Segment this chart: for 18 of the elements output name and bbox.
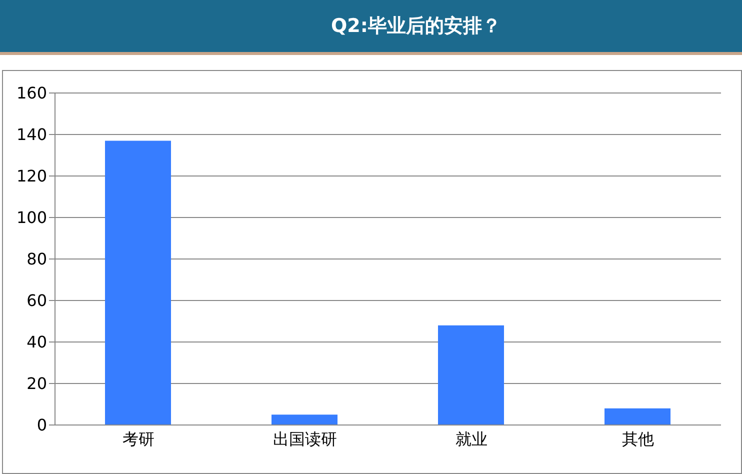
bar <box>272 414 338 425</box>
y-tick-label: 0 <box>36 416 47 435</box>
y-tick-label: 60 <box>26 291 47 310</box>
x-tick-label: 其他 <box>622 429 654 448</box>
y-tick-label: 140 <box>16 125 47 144</box>
y-tick-label: 160 <box>16 84 47 103</box>
y-tick-label: 80 <box>26 250 47 269</box>
x-tick-label: 出国读研 <box>272 429 337 448</box>
y-tick-label: 40 <box>26 332 47 352</box>
x-tick-label: 就业 <box>455 429 488 448</box>
x-tick-label: 考研 <box>122 429 154 448</box>
bar <box>105 140 171 425</box>
bar <box>438 325 504 425</box>
chart-title: Q2:毕业后的安排？ <box>331 14 501 39</box>
y-tick-label: 100 <box>16 208 47 228</box>
y-tick-label: 20 <box>26 374 47 394</box>
y-tick-label: 120 <box>16 166 47 186</box>
bar <box>604 408 670 425</box>
